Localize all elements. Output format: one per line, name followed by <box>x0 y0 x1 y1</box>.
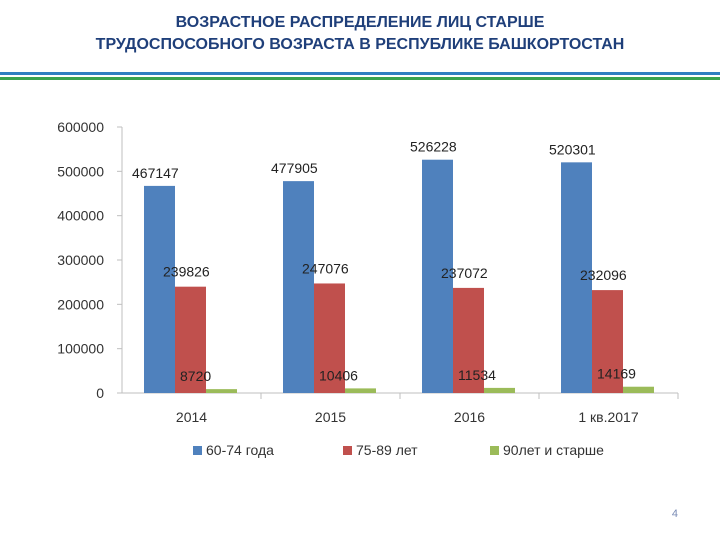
y-tick-label: 400000 <box>57 208 104 224</box>
x-tick-label: 2014 <box>176 409 207 425</box>
legend-swatch-0 <box>193 446 202 455</box>
data-label: 237072 <box>441 265 488 281</box>
legend-label-0: 60-74 года <box>206 442 274 458</box>
data-label: 477905 <box>271 160 318 176</box>
bar-1-0 <box>175 286 206 393</box>
bar-0-2 <box>422 159 453 393</box>
y-tick-label: 200000 <box>57 296 104 312</box>
legend-swatch-2 <box>490 446 499 455</box>
title-line-2: ТРУДОСПОСОБНОГО ВОЗРАСТА В РЕСПУБЛИКЕ БА… <box>95 36 625 53</box>
title-line-1: ВОЗРАСТНОЕ РАСПРЕДЕЛЕНИЕ ЛИЦ СТАРШЕ <box>175 14 545 31</box>
legend-swatch-1 <box>343 446 352 455</box>
y-tick-label: 100000 <box>57 341 104 357</box>
data-label: 14169 <box>597 366 636 382</box>
title-divider-blue <box>0 72 720 75</box>
bar-2-2 <box>484 387 515 393</box>
bar-0-0 <box>144 185 175 393</box>
y-tick-label: 500000 <box>57 163 104 179</box>
data-label: 232096 <box>580 267 627 283</box>
data-label: 247076 <box>302 260 349 276</box>
bar-1-3 <box>592 290 623 393</box>
data-label: 467147 <box>132 165 179 181</box>
bar-2-0 <box>206 389 237 393</box>
legend-label-1: 75-89 лет <box>356 442 418 458</box>
title-divider-green <box>0 77 720 80</box>
bar-0-3 <box>561 162 592 393</box>
page-number: 4 <box>671 508 678 520</box>
data-label: 239826 <box>163 264 210 280</box>
x-tick-label: 2016 <box>454 409 485 425</box>
data-label: 526228 <box>410 139 457 155</box>
bar-1-2 <box>453 287 484 393</box>
x-tick-label: 2015 <box>315 409 346 425</box>
bar-2-1 <box>345 388 376 393</box>
legend-label-2: 90лет и старше <box>503 442 604 458</box>
bar-1-1 <box>314 283 345 393</box>
data-label: 520301 <box>549 141 596 157</box>
data-label: 10406 <box>319 367 358 383</box>
bar-0-1 <box>283 181 314 393</box>
bar-2-3 <box>623 386 654 393</box>
data-label: 11534 <box>458 367 496 383</box>
y-tick-label: 300000 <box>57 252 104 268</box>
x-tick-label: 1 кв.2017 <box>578 409 638 425</box>
data-label: 8720 <box>180 368 211 384</box>
slide-title: ВОЗРАСТНОЕ РАСПРЕДЕЛЕНИЕ ЛИЦ СТАРШЕ ТРУД… <box>0 12 720 56</box>
y-tick-label: 600000 <box>57 119 104 135</box>
y-tick-label: 0 <box>96 385 104 401</box>
